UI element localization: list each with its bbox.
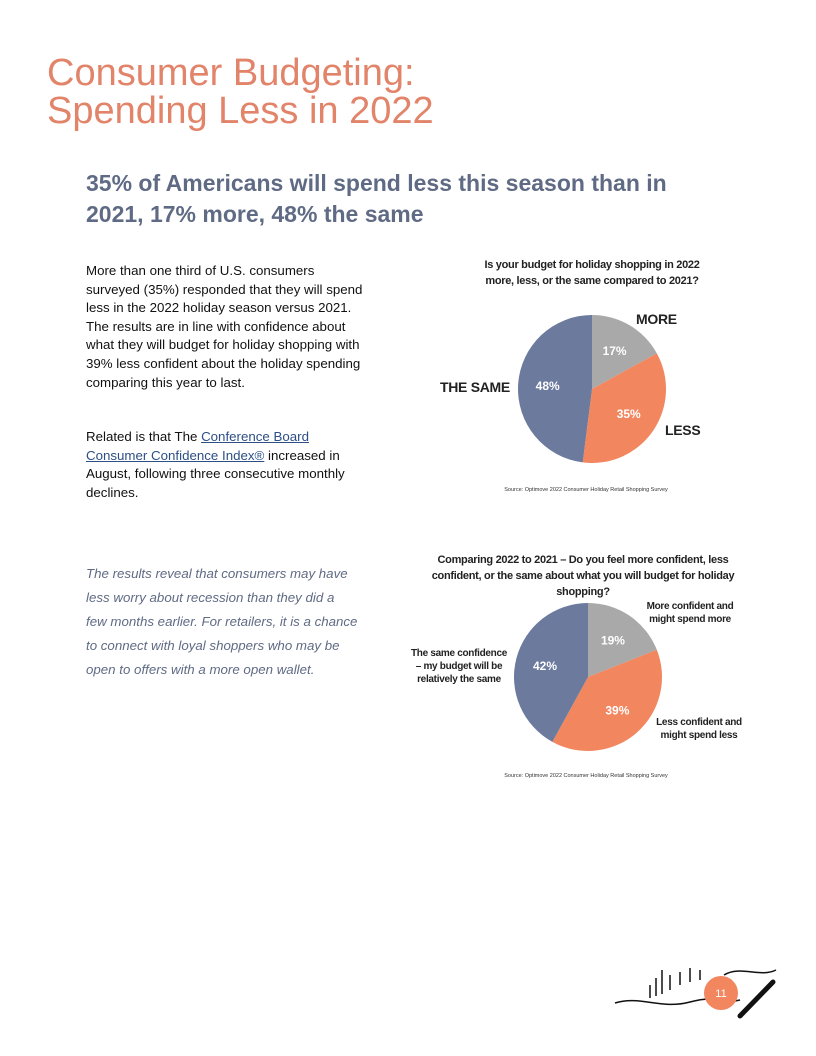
quote: The results reveal that consumers may ha… bbox=[86, 566, 358, 677]
value-label: 35% bbox=[617, 407, 641, 421]
text: increased in August, following three con… bbox=[86, 447, 345, 500]
category-label: Less confident and might spend less bbox=[656, 717, 742, 741]
pie-slice bbox=[592, 315, 657, 389]
page-number: 11 bbox=[715, 988, 726, 1000]
pie-slice bbox=[552, 649, 663, 752]
text: Related is that The bbox=[86, 429, 202, 444]
title-line: Consumer Budgeting: bbox=[47, 52, 415, 94]
paragraph: More than one third of U.S. consumers su… bbox=[86, 263, 363, 390]
pie-slice bbox=[588, 603, 657, 677]
page-badge bbox=[704, 976, 738, 1010]
link[interactable]: Conference Board Consumer Confidence Ind… bbox=[86, 429, 309, 463]
category-label: LESS bbox=[665, 422, 701, 438]
pie-slice bbox=[514, 603, 588, 742]
category-label: The same confidence – my budget will be … bbox=[411, 648, 507, 685]
paragraph: Related is that The Conference Board Con… bbox=[86, 428, 364, 502]
pie-slice bbox=[582, 353, 666, 463]
chart-source: Source: Optimove 2022 Consumer Holiday R… bbox=[504, 487, 668, 493]
category-label: THE SAME bbox=[440, 379, 510, 395]
title-line: Spending Less in 2022 bbox=[47, 90, 434, 132]
chart-title: Comparing 2022 to 2021 – Do you feel mor… bbox=[431, 554, 735, 598]
chart-title: Is your budget for holiday shopping in 2… bbox=[484, 259, 700, 287]
decoration bbox=[614, 968, 777, 1019]
pie-slice bbox=[518, 315, 592, 463]
category-label: More confident and might spend more bbox=[646, 601, 734, 625]
value-label: 19% bbox=[601, 633, 625, 647]
value-label: 48% bbox=[536, 379, 560, 393]
value-label: 17% bbox=[603, 344, 627, 358]
value-label: 42% bbox=[533, 659, 557, 673]
chart-source: Source: Optimove 2022 Consumer Holiday R… bbox=[504, 773, 668, 779]
value-label: 39% bbox=[605, 703, 629, 717]
subtitle: 35% of Americans will spend less this se… bbox=[86, 170, 667, 227]
category-label: MORE bbox=[636, 311, 677, 327]
